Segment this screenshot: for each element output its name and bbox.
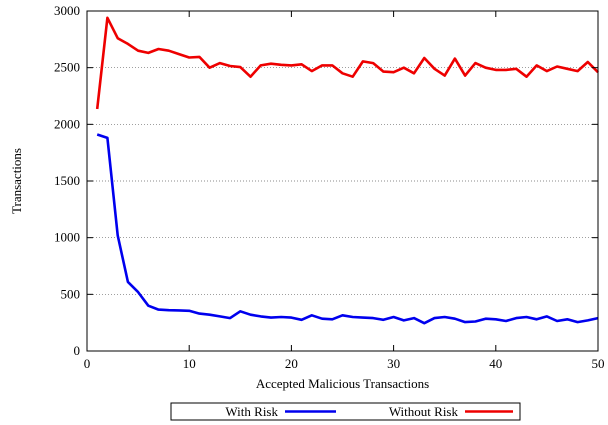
legend: With Risk Without Risk: [170, 402, 521, 421]
x-tick-label: 40: [489, 356, 502, 371]
x-tick-label: 0: [84, 356, 91, 371]
x-tick-label: 20: [285, 356, 298, 371]
legend-label-0: With Risk: [225, 404, 278, 419]
legend-box: [170, 402, 521, 421]
series-lines: [95, 16, 599, 325]
y-tick-label: 2500: [54, 60, 80, 75]
x-tick-label: 10: [183, 356, 196, 371]
x-tick-label: 50: [592, 356, 605, 371]
y-tick-label: 1500: [54, 173, 80, 188]
y-tick-label: 0: [74, 343, 81, 358]
series-line-0: [96, 133, 599, 325]
x-tick-label: 30: [387, 356, 400, 371]
y-tick-label: 3000: [54, 3, 80, 18]
gridlines: [87, 67, 598, 295]
legend-label-1: Without Risk: [389, 404, 459, 419]
axis-ticks: 0 500 1000 1500 2000 2500 3000 0 10 20 30 40 50: [54, 3, 605, 371]
y-tick-label: 1000: [54, 230, 80, 245]
series-line-1: [95, 16, 599, 110]
x-axis-label: Accepted Malicious Transactions: [256, 376, 429, 391]
y-axis-label: Transactions: [9, 148, 24, 214]
y-tick-label: 500: [61, 286, 81, 301]
y-tick-label: 2000: [54, 116, 80, 131]
